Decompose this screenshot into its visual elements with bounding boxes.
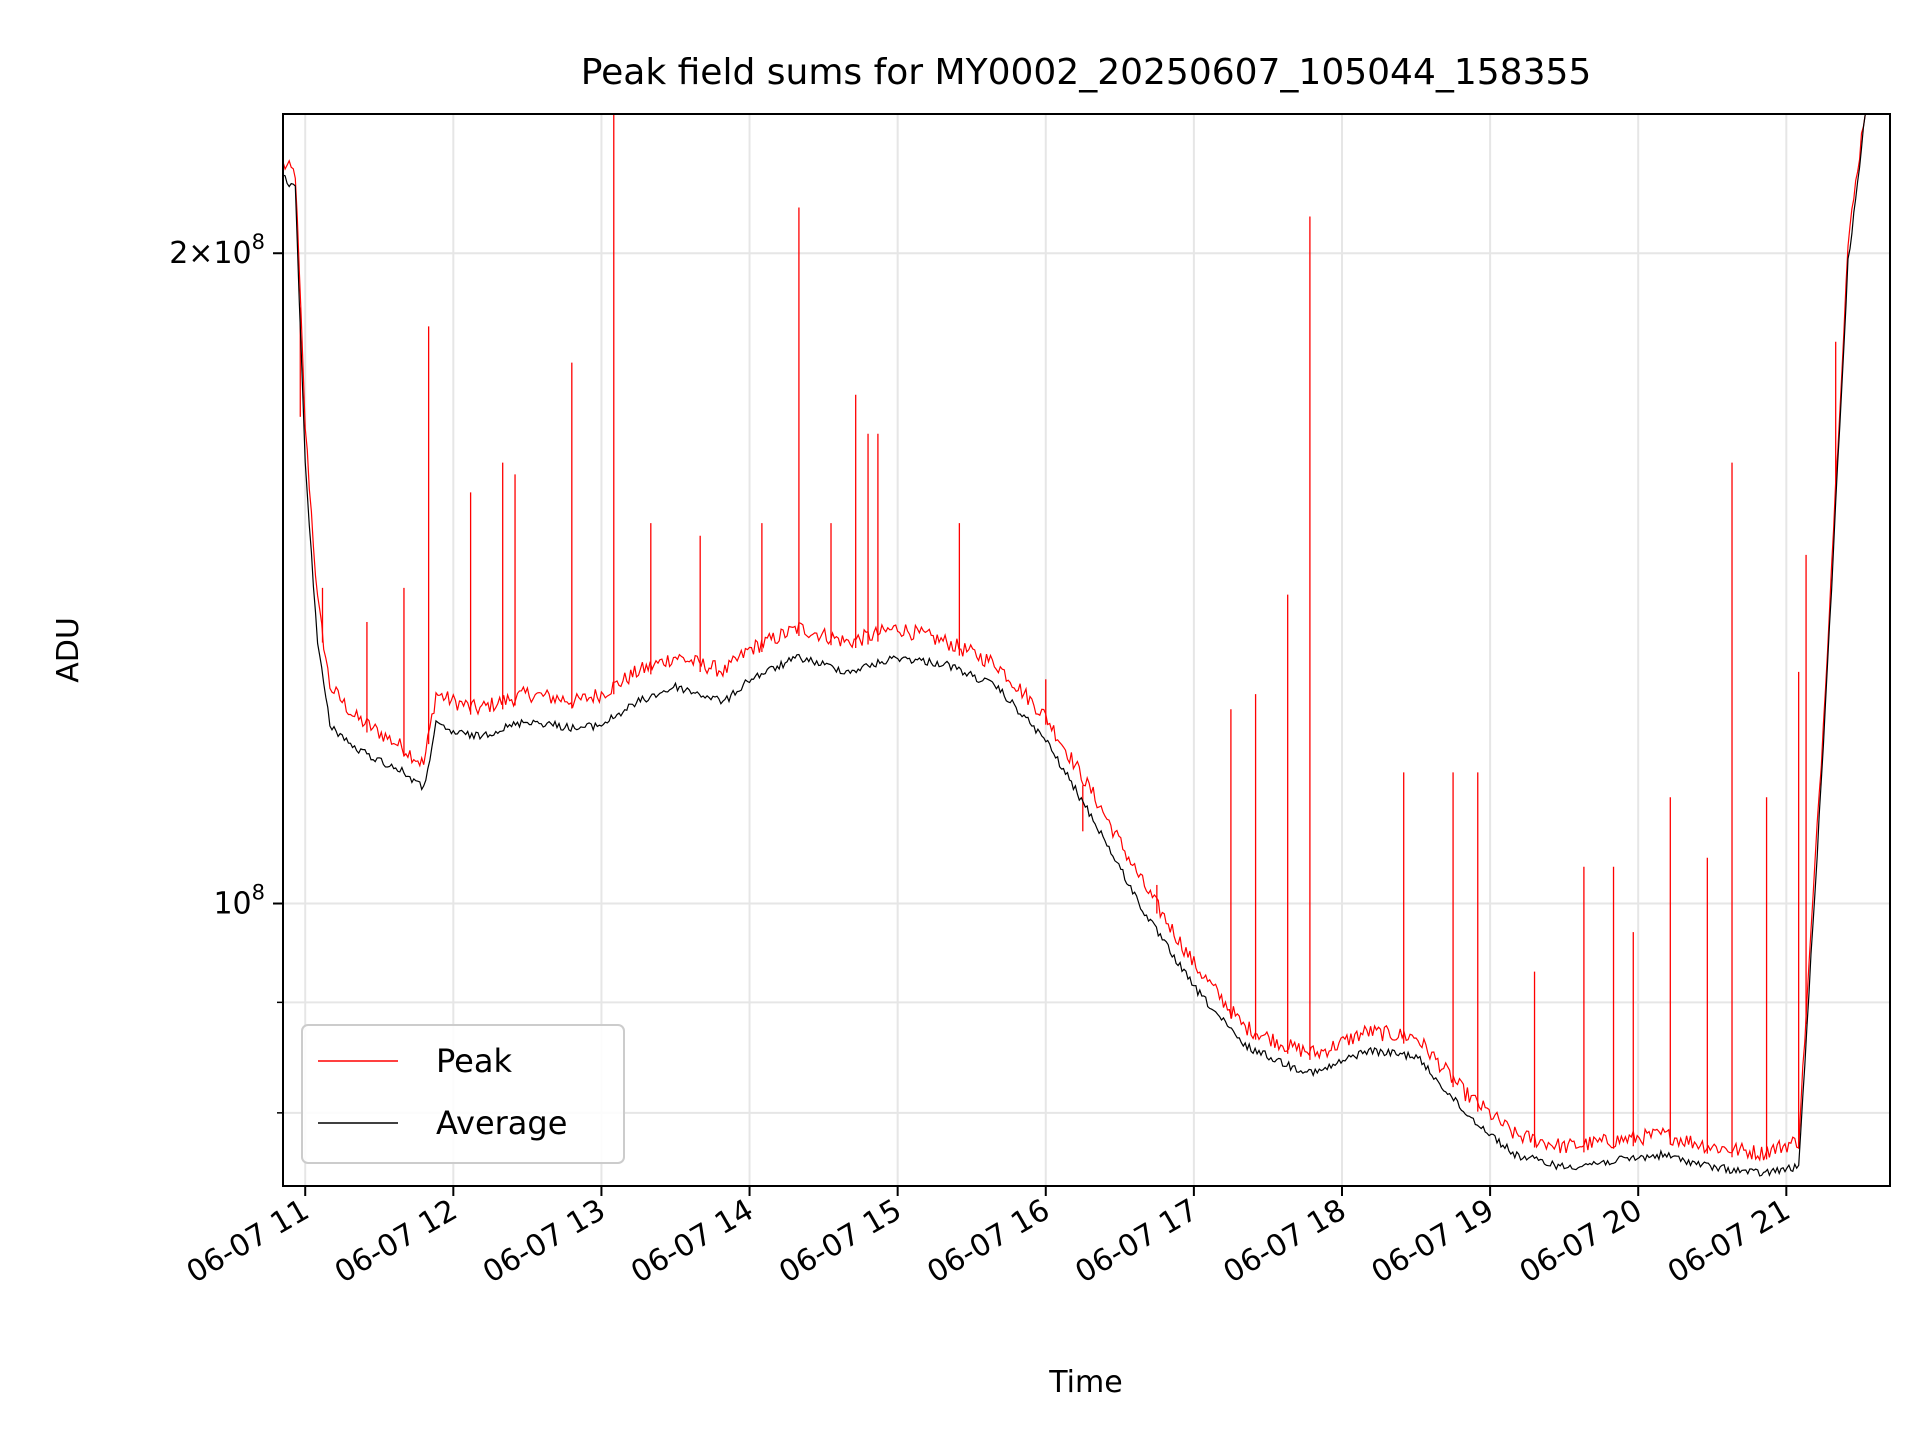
y-tick-label: 108 (213, 881, 265, 922)
y-axis: 108 2×108 (169, 230, 283, 1114)
series-average-line (283, 114, 1866, 1177)
series-peak-line (283, 114, 1866, 1162)
y-axis-label: ADU (51, 617, 86, 683)
grid (283, 114, 1890, 1186)
legend: Peak Average (301, 1024, 625, 1164)
y-tick-label: 2×108 (169, 230, 265, 271)
plot-frame (282, 113, 1891, 1187)
series-layer (283, 114, 1866, 1177)
legend-peak-label: Peak (436, 1042, 512, 1080)
chart-title: Peak field sums for MY0002_20250607_1050… (581, 52, 1592, 93)
legend-average-label: Average (436, 1104, 567, 1142)
legend-box (301, 1024, 625, 1164)
x-axis-label: Time (1048, 1365, 1122, 1400)
